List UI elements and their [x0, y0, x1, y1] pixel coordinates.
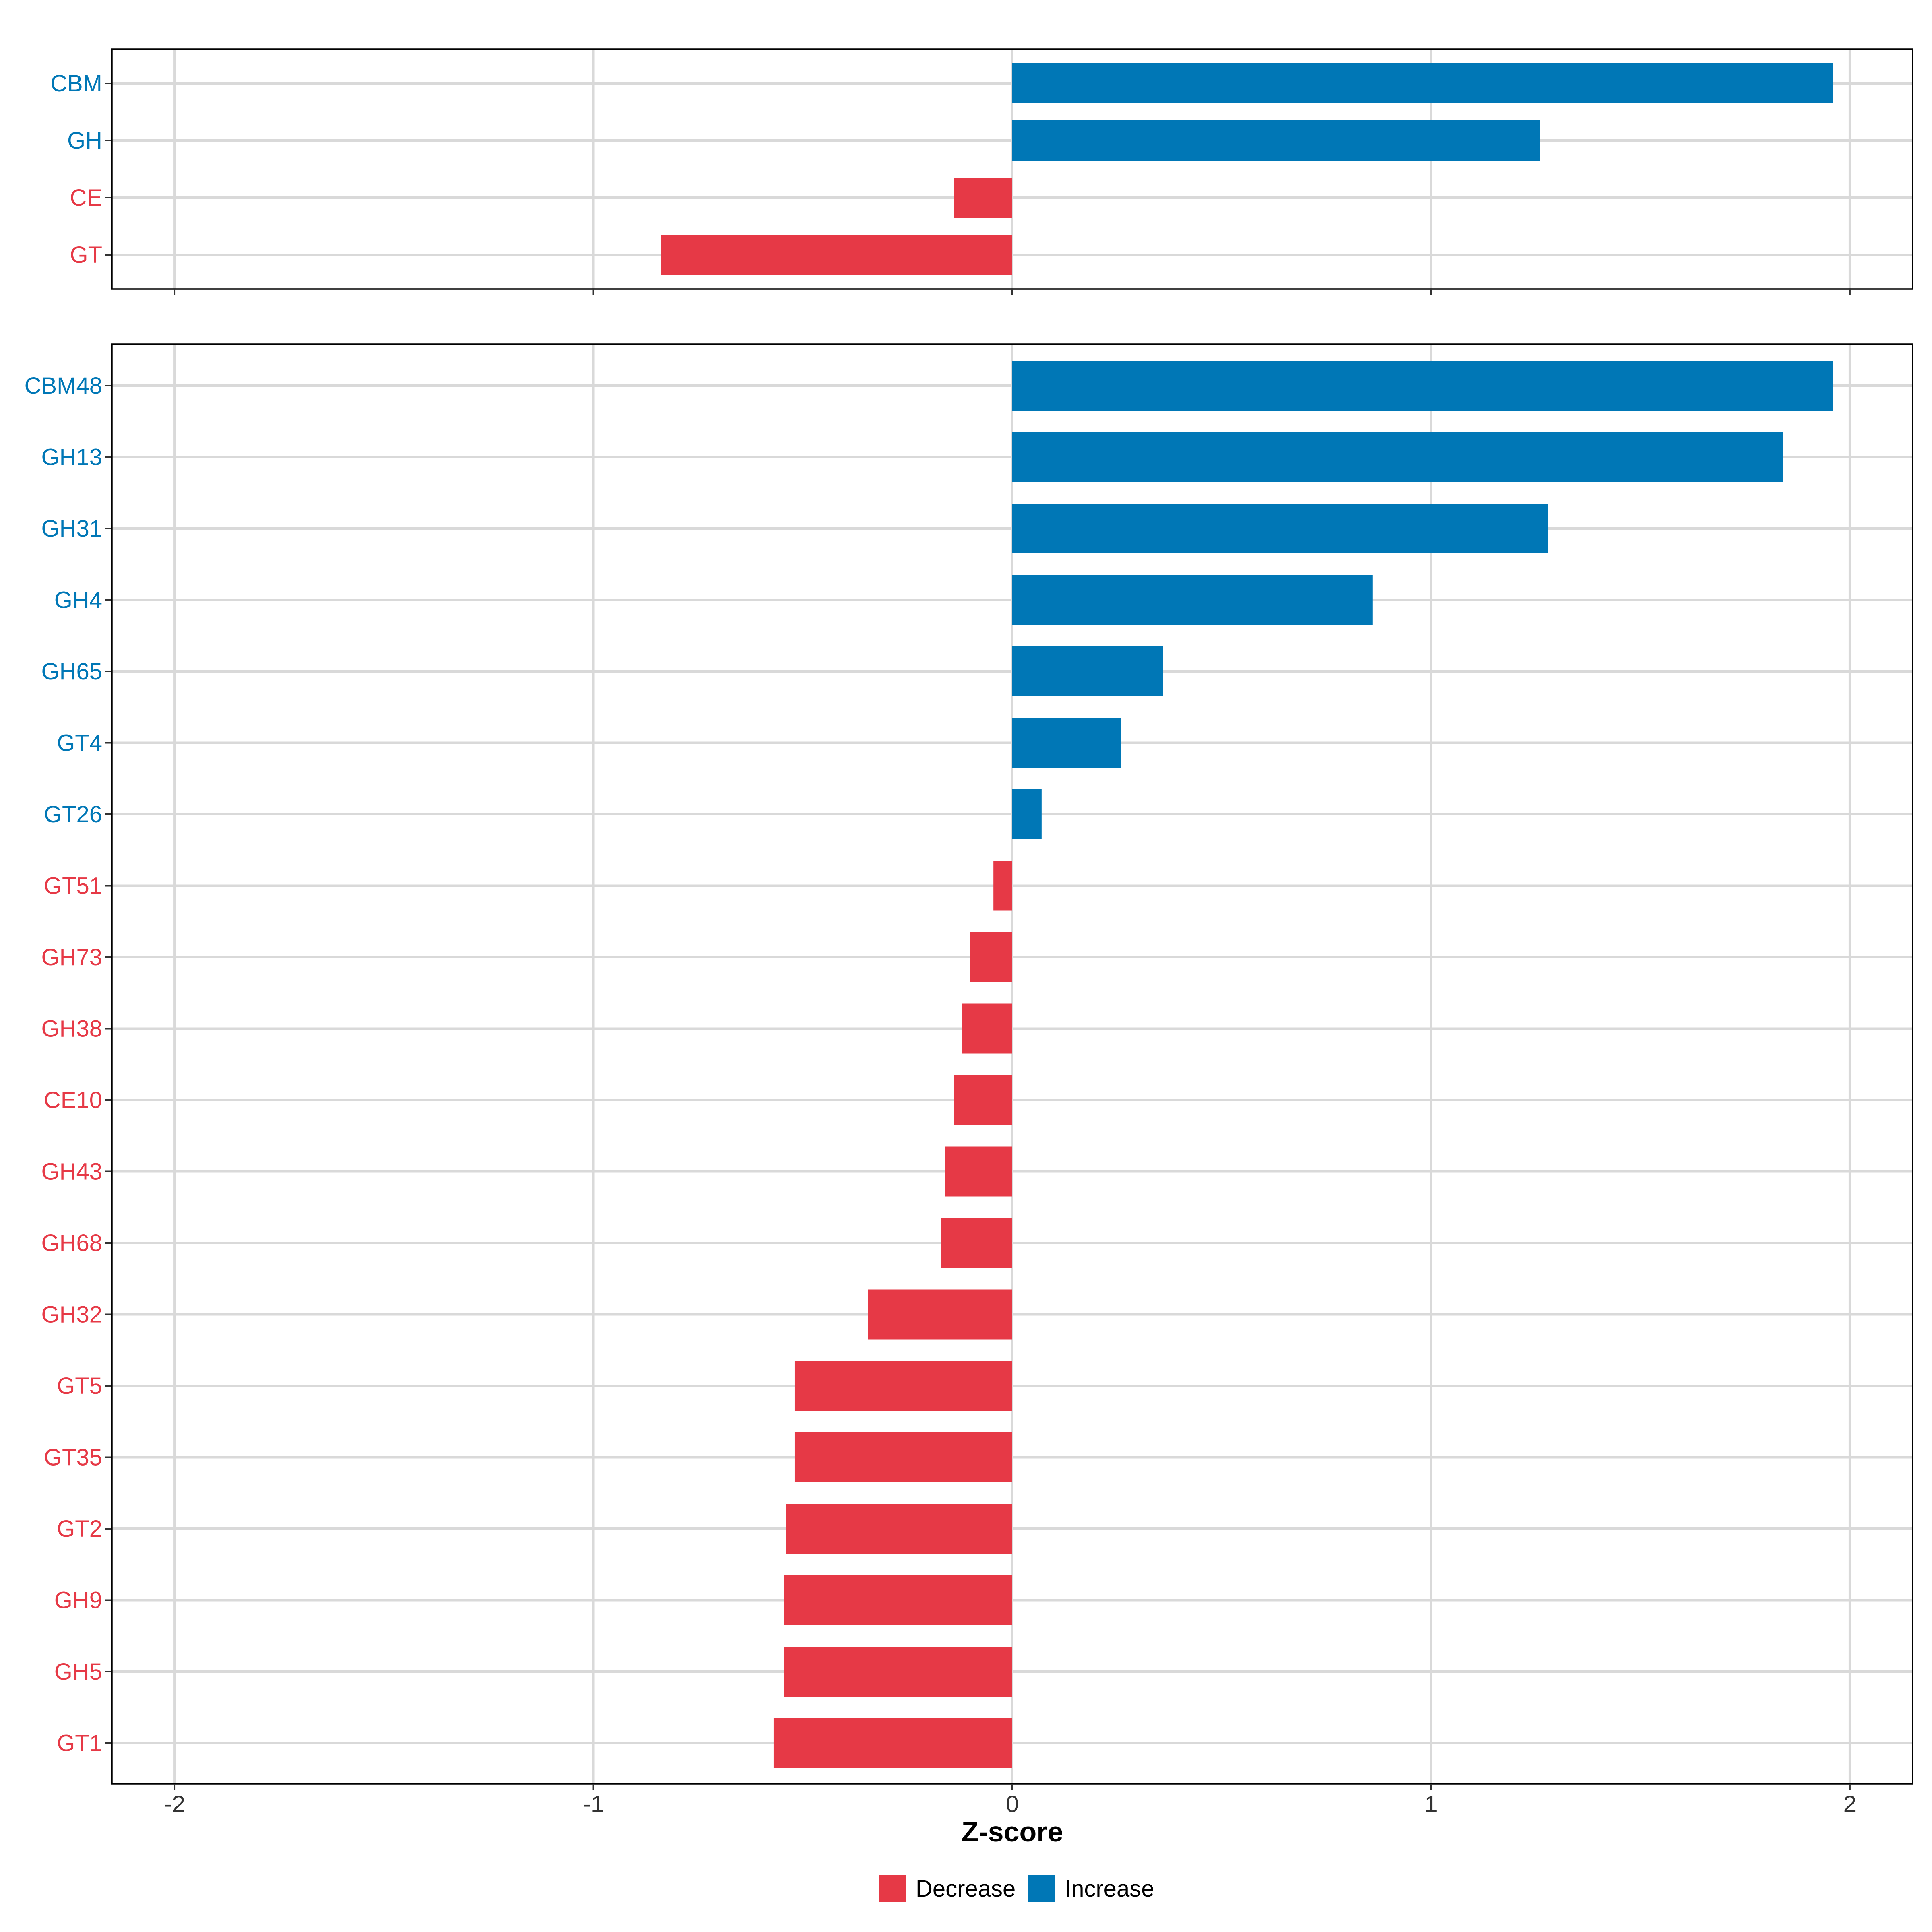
bar-gt4: [1012, 718, 1121, 768]
x-tick-label: 0: [1006, 1791, 1019, 1817]
x-axis: -2 -1 0 1 2: [164, 1791, 1856, 1817]
legend-label-increase: Increase: [1065, 1876, 1154, 1902]
bar-gt1: [773, 1718, 1012, 1768]
y-label-gh68: GH68: [41, 1230, 102, 1256]
y-label-gt51: GT51: [44, 873, 102, 899]
legend: Decrease Increase: [879, 1875, 1154, 1902]
y-label-gt5: GT5: [57, 1373, 102, 1399]
bar-ce: [954, 178, 1012, 218]
bar-gh: [1012, 120, 1540, 161]
y-label-gh9: GH9: [54, 1587, 102, 1614]
bar-gh73: [970, 932, 1012, 982]
bar-gh38: [962, 1003, 1012, 1054]
x-tick-label: -1: [583, 1791, 604, 1817]
bar-gh32: [868, 1289, 1012, 1340]
bar-cbm48: [1012, 361, 1833, 411]
legend-swatch-decrease: [879, 1875, 906, 1902]
bar-gt51: [993, 861, 1012, 911]
bar-gt2: [786, 1504, 1012, 1554]
bar-gt35: [794, 1432, 1012, 1482]
y-label-ce: CE: [70, 185, 102, 211]
y-label-ce10: CE10: [44, 1087, 102, 1113]
y-label-gt: GT: [70, 242, 102, 268]
y-label-gh5: GH5: [54, 1659, 102, 1685]
y-label-gt26: GT26: [44, 801, 102, 828]
x-tick-label: 1: [1424, 1791, 1437, 1817]
y-label-gt4: GT4: [57, 730, 102, 756]
y-label-gh31: GH31: [41, 516, 102, 542]
y-label-gt1: GT1: [57, 1730, 102, 1757]
x-tick-label: 2: [1843, 1791, 1856, 1817]
legend-swatch-increase: [1028, 1875, 1055, 1902]
bar-gh31: [1012, 504, 1548, 553]
bar-gt5: [794, 1361, 1012, 1411]
y-label-gh65: GH65: [41, 658, 102, 685]
bar-gh43: [945, 1146, 1012, 1197]
y-label-gh13: GH13: [41, 444, 102, 471]
bar-gt: [661, 235, 1012, 275]
top-panel: CBM GH CE GT: [50, 48, 1913, 295]
bar-gt26: [1012, 789, 1042, 839]
bar-gh65: [1012, 646, 1163, 696]
x-tick-label: -2: [164, 1791, 185, 1817]
bar-cbm: [1012, 63, 1833, 103]
y-label-gh38: GH38: [41, 1016, 102, 1042]
y-label-gh: GH: [67, 128, 102, 154]
y-label-cbm: CBM: [50, 70, 102, 97]
y-label-gh73: GH73: [41, 944, 102, 970]
x-axis-title: Z-score: [962, 1816, 1063, 1847]
bar-ce10: [954, 1075, 1012, 1125]
bar-gh5: [784, 1647, 1012, 1697]
bottom-panel: CBM48 GH13 GH31 GH4 GH65 GT4 GT26 GT51 GH73 GH38 C…: [25, 343, 1913, 1790]
y-label-gt35: GT35: [44, 1445, 102, 1471]
y-label-gt2: GT2: [57, 1516, 102, 1542]
bar-gh4: [1012, 575, 1373, 625]
y-label-gh4: GH4: [54, 587, 102, 613]
y-label-gh32: GH32: [41, 1302, 102, 1328]
legend-label-decrease: Decrease: [916, 1876, 1016, 1902]
y-label-gh43: GH43: [41, 1159, 102, 1185]
bar-gh13: [1012, 432, 1783, 482]
bar-gh68: [941, 1218, 1012, 1268]
bar-gh9: [784, 1575, 1012, 1625]
y-label-cbm48: CBM48: [25, 373, 102, 399]
